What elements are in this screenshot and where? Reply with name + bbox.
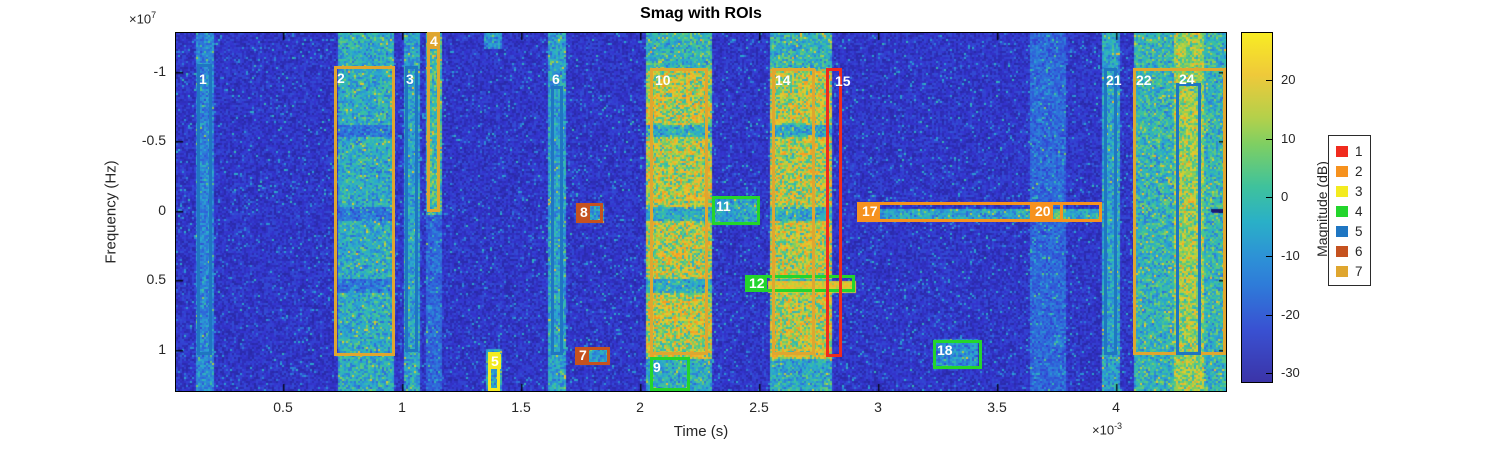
- x-tick-label: 1: [398, 399, 406, 415]
- roi-label-24: 24: [1179, 71, 1195, 87]
- legend-color-swatch: [1336, 145, 1348, 157]
- x-axis-label: Time (s): [673, 423, 729, 440]
- legend-color-swatch: [1336, 165, 1348, 177]
- x-tick-label: 1.5: [511, 399, 531, 415]
- roi-label-15: 15: [835, 73, 851, 89]
- roi-rect-9[interactable]: 9: [650, 357, 690, 391]
- roi-rect-3[interactable]: 3: [405, 66, 418, 352]
- roi-label-11: 11: [716, 198, 731, 214]
- legend-entry[interactable]: 7: [1336, 261, 1363, 281]
- legend-color-swatch: [1336, 205, 1348, 217]
- colorbar: [1241, 32, 1273, 383]
- colorbar-tick-mark: [1266, 138, 1272, 140]
- roi-rect-17[interactable]: 17: [857, 202, 1063, 222]
- roi-rect-2[interactable]: 2: [334, 66, 395, 356]
- roi-label-6: 6: [552, 71, 560, 87]
- roi-rect-1[interactable]: 1: [197, 64, 212, 355]
- colorbar-tick-label: 20: [1281, 71, 1296, 87]
- colorbar-tick-mark: [1266, 255, 1272, 257]
- x-tick-label: 3: [874, 399, 882, 415]
- legend-entry[interactable]: 3: [1336, 181, 1363, 201]
- roi-label-1: 1: [199, 71, 207, 87]
- colorbar-tick-label: 10: [1281, 130, 1296, 146]
- spectrogram-plot: 1 2 3 4 5 6 7 8 9 10 11 12 14 15 17 18 20 21 22 24: [175, 32, 1227, 392]
- legend-entry-label: 3: [1355, 183, 1363, 199]
- legend-entry[interactable]: 6: [1336, 241, 1363, 261]
- legend-color-swatch: [1336, 185, 1348, 197]
- legend-entry-label: 4: [1355, 203, 1363, 219]
- roi-rect-12[interactable]: 12: [745, 275, 855, 292]
- y-tick-label: -0.5: [141, 132, 166, 148]
- legend-color-swatch: [1336, 265, 1348, 277]
- roi-label-5: 5: [489, 353, 501, 369]
- roi-label-14: 14: [775, 72, 791, 88]
- roi-label-21: 21: [1106, 72, 1122, 88]
- colorbar-tick-label: -10: [1281, 247, 1300, 263]
- roi-rect-14[interactable]: 14: [772, 68, 815, 355]
- roi-rect-6[interactable]: 6: [551, 72, 563, 355]
- legend-entry-label: 6: [1355, 243, 1363, 259]
- plot-title: Smag with ROIs: [640, 5, 762, 22]
- x-axis-multiplier: ×10-3: [1092, 421, 1123, 438]
- y-tick-label: 0.5: [146, 271, 166, 287]
- roi-label-3: 3: [406, 71, 414, 87]
- colorbar-tick-mark: [1266, 197, 1272, 199]
- colorbar-tick-label: 0: [1281, 189, 1289, 205]
- roi-rect-4[interactable]: 4: [427, 32, 440, 212]
- roi-rect-20[interactable]: 20: [1030, 202, 1102, 222]
- roi-label-8: 8: [578, 204, 590, 220]
- y-tick-label: 0: [158, 201, 166, 218]
- legend-entry[interactable]: 5: [1336, 221, 1363, 241]
- roi-rect-10[interactable]: 10: [650, 68, 708, 355]
- roi-label-2: 2: [337, 70, 345, 86]
- x-tick-label: 4: [1112, 399, 1120, 415]
- roi-label-4: 4: [428, 33, 440, 49]
- roi-label-12: 12: [747, 275, 767, 291]
- colorbar-tick-label: -20: [1281, 306, 1300, 322]
- roi-rect-5[interactable]: 5: [488, 352, 501, 391]
- roi-label-22: 22: [1136, 72, 1152, 88]
- legend-entry-label: 5: [1355, 223, 1363, 239]
- x-tick-label: 0.5: [273, 399, 293, 415]
- colorbar-tick-label: -30: [1281, 365, 1300, 381]
- roi-rect-11[interactable]: 11: [712, 196, 760, 225]
- y-tick-label: -1: [153, 62, 166, 79]
- colorbar-tick-mark: [1266, 79, 1272, 81]
- legend: 1 2 3 4 5 6 7: [1328, 135, 1371, 286]
- y-tick-label: 1: [158, 340, 166, 357]
- legend-entry-label: 2: [1355, 163, 1363, 179]
- x-tick-label: 2.5: [749, 399, 769, 415]
- roi-label-10: 10: [655, 72, 671, 88]
- legend-entry[interactable]: 4: [1336, 201, 1363, 221]
- legend-color-swatch: [1336, 225, 1348, 237]
- x-tick-label: 3.5: [987, 399, 1007, 415]
- y-axis-multiplier: ×107: [129, 10, 157, 27]
- colorbar-tick-mark: [1266, 373, 1272, 375]
- roi-rect-15[interactable]: 15: [826, 68, 851, 357]
- roi-rect-8[interactable]: 8: [576, 203, 603, 223]
- colorbar-tick-mark: [1266, 314, 1272, 316]
- roi-label-7: 7: [577, 347, 589, 363]
- roi-label-9: 9: [653, 359, 661, 375]
- roi-rect-24[interactable]: 24: [1176, 72, 1201, 355]
- roi-label-18: 18: [937, 342, 953, 358]
- legend-entry[interactable]: 1: [1336, 141, 1363, 161]
- legend-entry[interactable]: 2: [1336, 161, 1363, 181]
- roi-label-20: 20: [1033, 203, 1053, 219]
- legend-entry-label: 1: [1355, 143, 1363, 159]
- roi-rect-21[interactable]: 21: [1104, 68, 1122, 355]
- x-tick-label: 2: [636, 399, 644, 415]
- legend-color-swatch: [1336, 245, 1348, 257]
- roi-label-17: 17: [860, 203, 880, 219]
- legend-entry-label: 7: [1355, 263, 1363, 279]
- roi-rect-18[interactable]: 18: [933, 340, 982, 369]
- roi-rect-7[interactable]: 7: [575, 347, 610, 365]
